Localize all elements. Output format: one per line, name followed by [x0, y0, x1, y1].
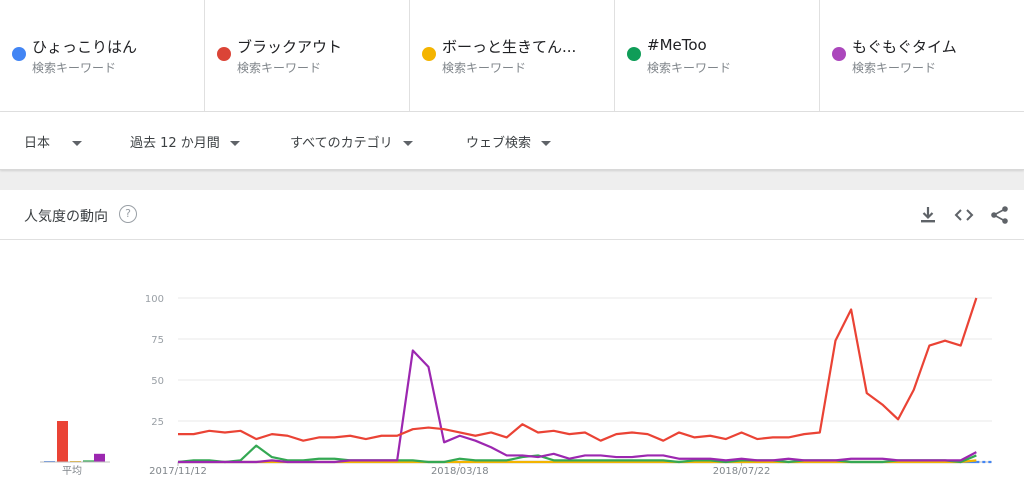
term-color-dot	[627, 47, 641, 61]
term-type: 検索キーワード	[32, 61, 117, 75]
term-type: 検索キーワード	[647, 61, 732, 75]
chevron-down-icon	[229, 141, 240, 146]
y-tick-label: 100	[145, 294, 164, 305]
category-dropdown[interactable]: すべてのカテゴリ	[290, 132, 413, 151]
download-icon[interactable]	[917, 204, 939, 226]
y-tick-label: 50	[151, 376, 164, 387]
average-label: 平均	[62, 465, 82, 477]
y-tick-label: 25	[151, 417, 164, 428]
x-tick-label: 2018/07/22	[713, 466, 771, 477]
help-icon[interactable]: ?	[119, 205, 137, 223]
term-card-metoo[interactable]: #MeToo 検索キーワード	[615, 0, 820, 111]
interest-line-chart: 100 75 50 25 2017/11/12 2018/03/18 2018/07/22	[145, 294, 992, 477]
filter-bar: 日本 過去 12 か月間 すべてのカテゴリ ウェブ検索	[0, 112, 1024, 170]
term-name: #MeToo	[647, 36, 707, 54]
x-tick-label: 2017/11/12	[149, 466, 207, 477]
term-type: 検索キーワード	[442, 61, 527, 75]
period-dropdown[interactable]: 過去 12 か月間	[130, 132, 240, 151]
term-name: もぐもぐタイム	[852, 38, 957, 56]
term-color-dot	[12, 47, 26, 61]
card-header: 人気度の動向 ?	[0, 190, 1024, 240]
term-name: ボーっと生きてん...	[442, 38, 577, 56]
average-bar	[83, 460, 94, 462]
interest-over-time-card: 人気度の動向 ? 平均 100 75 50 25 2017/11/12 2018/03/1…	[0, 190, 1024, 492]
term-color-dot	[832, 47, 846, 61]
embed-icon[interactable]	[953, 204, 975, 226]
category-value: すべてのカテゴリ	[290, 136, 393, 151]
term-color-dot	[422, 47, 436, 61]
term-card-botto-ikiten[interactable]: ボーっと生きてん... 検索キーワード	[410, 0, 615, 111]
series-line	[177, 444, 977, 464]
chevron-down-icon	[541, 141, 552, 146]
term-type: 検索キーワード	[852, 61, 937, 75]
chevron-down-icon	[402, 141, 413, 146]
x-tick-label: 2018/03/18	[431, 466, 489, 477]
average-bar	[57, 421, 68, 462]
average-bar-chart: 平均	[40, 421, 110, 477]
chevron-down-icon	[72, 141, 83, 146]
series-line	[178, 349, 977, 464]
term-card-blackout[interactable]: ブラックアウト 検索キーワード	[205, 0, 410, 111]
term-color-dot	[217, 47, 231, 61]
card-title: 人気度の動向	[24, 209, 108, 225]
term-name: ひょっこりはん	[32, 38, 138, 56]
term-card-mogumogu-time[interactable]: もぐもぐタイム 検索キーワード	[820, 0, 1024, 111]
term-name: ブラックアウト	[237, 38, 343, 56]
region-dropdown[interactable]: 日本	[24, 132, 83, 151]
search-type-dropdown[interactable]: ウェブ検索	[466, 132, 552, 151]
term-card-hyokkorihan[interactable]: ひょっこりはん 検索キーワード	[0, 0, 205, 111]
share-icon[interactable]	[989, 204, 1011, 226]
average-bar	[94, 453, 105, 462]
period-value: 過去 12 か月間	[130, 136, 220, 151]
compare-terms-bar: ひょっこりはん 検索キーワード ブラックアウト 検索キーワード ボーっと生きてん…	[0, 0, 1024, 112]
region-value: 日本	[24, 136, 51, 151]
term-type: 検索キーワード	[237, 61, 322, 75]
search-type-value: ウェブ検索	[466, 136, 532, 151]
y-tick-label: 75	[151, 335, 164, 346]
series-line	[178, 297, 978, 442]
